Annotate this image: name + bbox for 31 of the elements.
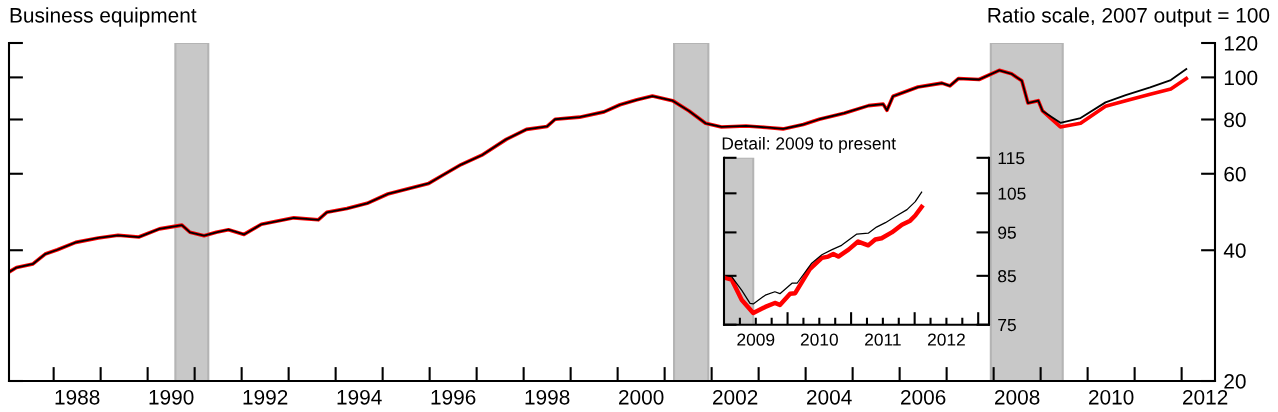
x-tick-label: 2004 bbox=[807, 389, 852, 405]
text: Ratio scale, 2007 output = 100 bbox=[988, 7, 1270, 27]
y-tick-label: 100 bbox=[1224, 70, 1258, 86]
y-tick-label: 40 bbox=[1223, 243, 1246, 258]
y-tick-label: 85 bbox=[998, 270, 1016, 283]
x-tick-label: 2010 bbox=[800, 333, 838, 346]
y-tick-label: 105 bbox=[998, 187, 1026, 200]
x-tick-label: 1994 bbox=[337, 389, 382, 405]
x-tick-label: 2012 bbox=[1183, 389, 1228, 405]
y-tick-label: 80 bbox=[1224, 112, 1246, 128]
chart-title: Detail: 2009 to present bbox=[722, 136, 896, 154]
x-tick-label: 2012 bbox=[927, 333, 965, 346]
x-tick-label: 1998 bbox=[525, 389, 570, 405]
x-tick-label: 1990 bbox=[149, 389, 194, 405]
x-tick-label: 2002 bbox=[713, 389, 758, 405]
x-tick-label: 2006 bbox=[901, 389, 946, 405]
x-tick-label: 1996 bbox=[431, 389, 476, 405]
x-tick-label: 2008 bbox=[995, 389, 1040, 405]
chart-title: Business equipment bbox=[10, 7, 197, 27]
x-tick-label: 2011 bbox=[865, 333, 901, 346]
x-tick-label: 2009 bbox=[737, 333, 775, 346]
y-tick-label: 120 bbox=[1224, 36, 1258, 51]
x-tick-label: 1992 bbox=[243, 389, 288, 405]
y-tick-label: 115 bbox=[998, 152, 1025, 165]
x-tick-label: 1988 bbox=[55, 389, 100, 405]
x-tick-label: 2000 bbox=[619, 389, 664, 405]
y-tick-label: 75 bbox=[998, 319, 1016, 332]
x-tick-label: 2010 bbox=[1089, 389, 1134, 405]
y-tick-label: 95 bbox=[998, 226, 1016, 239]
y-tick-label: 60 bbox=[1224, 166, 1246, 182]
y-tick-label: 20 bbox=[1224, 374, 1246, 389]
